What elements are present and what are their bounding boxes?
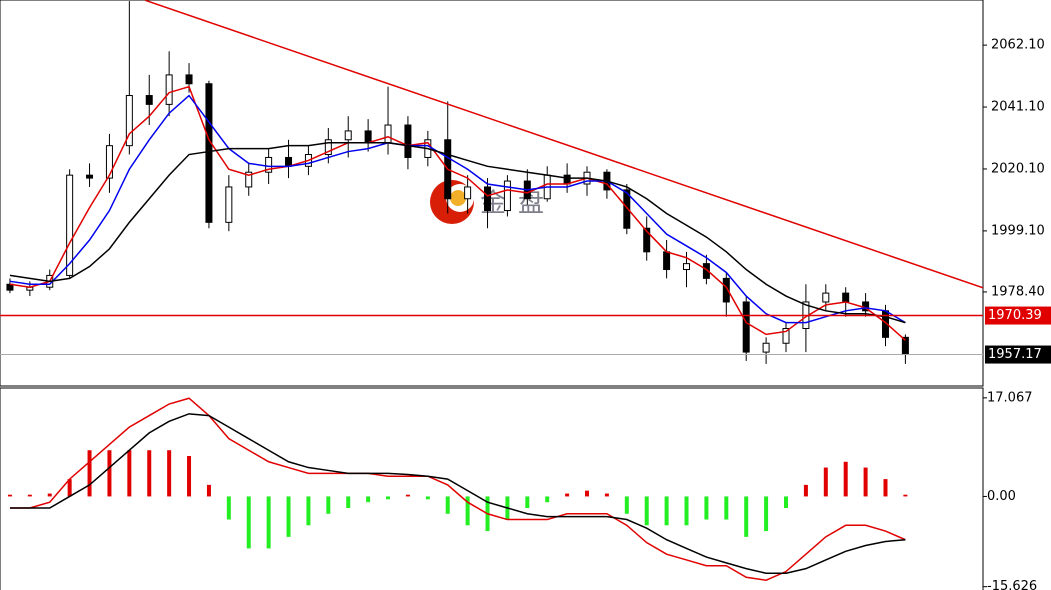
- y-tick-label: 1999.10: [991, 223, 1045, 238]
- price-level-box: [985, 345, 1051, 364]
- macd-bar: [226, 496, 231, 520]
- macd-bar: [525, 496, 530, 508]
- macd-bar: [147, 450, 152, 497]
- macd-bar: [823, 467, 828, 497]
- candle-body: [364, 130, 372, 144]
- candle-body: [782, 327, 790, 344]
- y-tick-label: 2020.10: [991, 161, 1045, 176]
- macd-bar: [604, 493, 609, 497]
- candle-body: [683, 263, 691, 271]
- macd-bar: [784, 496, 789, 508]
- macd-bar: [883, 479, 888, 497]
- candle-body: [265, 156, 273, 173]
- macd-bar: [127, 450, 132, 497]
- macd-bar: [306, 496, 311, 526]
- macd-bar: [903, 494, 908, 497]
- price-level-label: 1970.39: [988, 308, 1042, 323]
- candle-body: [125, 95, 133, 147]
- candle-body: [822, 292, 830, 303]
- y-tick-label: 17.067: [987, 390, 1033, 405]
- macd-bar: [624, 496, 629, 514]
- macd-bar: [565, 493, 570, 497]
- candle-body: [623, 189, 631, 229]
- macd-bar: [366, 496, 371, 503]
- candle-body: [484, 186, 492, 212]
- price-level-label: 1957.17: [988, 347, 1042, 362]
- macd-bar: [545, 496, 550, 503]
- macd-bar: [724, 496, 729, 520]
- macd-bar: [744, 496, 749, 537]
- y-tick-label: 2041.10: [991, 100, 1045, 115]
- moving-average: [9, 85, 906, 341]
- candle-body: [66, 174, 74, 276]
- candle-body: [643, 227, 651, 253]
- macd-bar: [107, 450, 112, 497]
- macd-bar: [286, 496, 291, 537]
- macd-bar: [47, 493, 52, 497]
- macd-bar: [843, 461, 848, 497]
- macd-bar: [465, 496, 470, 526]
- moving-average: [9, 94, 906, 324]
- macd-bar: [206, 484, 211, 497]
- macd-bar: [664, 496, 669, 526]
- candle-body: [464, 186, 472, 200]
- macd-bar: [684, 496, 689, 526]
- y-tick-label: -15.626: [987, 579, 1037, 590]
- macd-bar: [644, 496, 649, 526]
- y-tick-label: 2062.10: [991, 38, 1045, 53]
- macd-bar: [27, 494, 32, 497]
- candle-body: [344, 130, 352, 141]
- macd-bar: [803, 484, 808, 497]
- macd-bar: [704, 496, 709, 520]
- macd-bar: [346, 496, 351, 508]
- candle-body: [503, 180, 511, 212]
- macd-bar: [405, 494, 410, 497]
- trendline: [145, 0, 983, 289]
- y-tick-label: 0.00: [987, 489, 1016, 504]
- plot-area: [6, 0, 983, 364]
- candle-body: [842, 292, 850, 303]
- watermark: 金盘: [430, 180, 544, 224]
- y-tick-label: 1978.40: [991, 284, 1045, 299]
- candle-body: [722, 277, 730, 303]
- candle-body: [86, 174, 94, 179]
- candle-body: [324, 139, 332, 156]
- candle-body: [145, 95, 153, 105]
- candle-body: [205, 83, 213, 223]
- macd-bar: [167, 450, 172, 497]
- macd-line: [9, 413, 906, 574]
- candle-body: [384, 124, 392, 144]
- macd-bar: [187, 456, 192, 497]
- candle-body: [742, 301, 750, 353]
- price-level-box: [985, 306, 1051, 325]
- macd-frame: [0, 387, 984, 590]
- candle-body: [663, 251, 671, 271]
- candle-body: [762, 342, 770, 353]
- macd-line: [9, 397, 906, 581]
- plot-area: [7, 397, 908, 581]
- candle-body: [225, 186, 233, 223]
- macd-bar: [764, 496, 769, 532]
- macd-bar: [67, 479, 72, 497]
- macd-bar: [863, 467, 868, 497]
- macd-bar: [326, 496, 331, 514]
- macd-bar: [386, 496, 391, 500]
- candle-body: [185, 74, 193, 85]
- candle-body: [404, 124, 412, 158]
- candle-body: [702, 263, 710, 279]
- macd-bar: [87, 450, 92, 497]
- candle-body: [165, 74, 173, 105]
- main-frame: [0, 0, 984, 387]
- macd-bar: [7, 494, 12, 497]
- macd-bar: [425, 496, 430, 500]
- macd-bar: [445, 496, 450, 514]
- candle-body: [245, 171, 253, 188]
- macd-bar: [266, 496, 271, 549]
- candle-body: [105, 145, 113, 179]
- moving-average: [9, 141, 906, 324]
- macd-bar: [585, 490, 590, 497]
- macd-bar: [246, 496, 251, 549]
